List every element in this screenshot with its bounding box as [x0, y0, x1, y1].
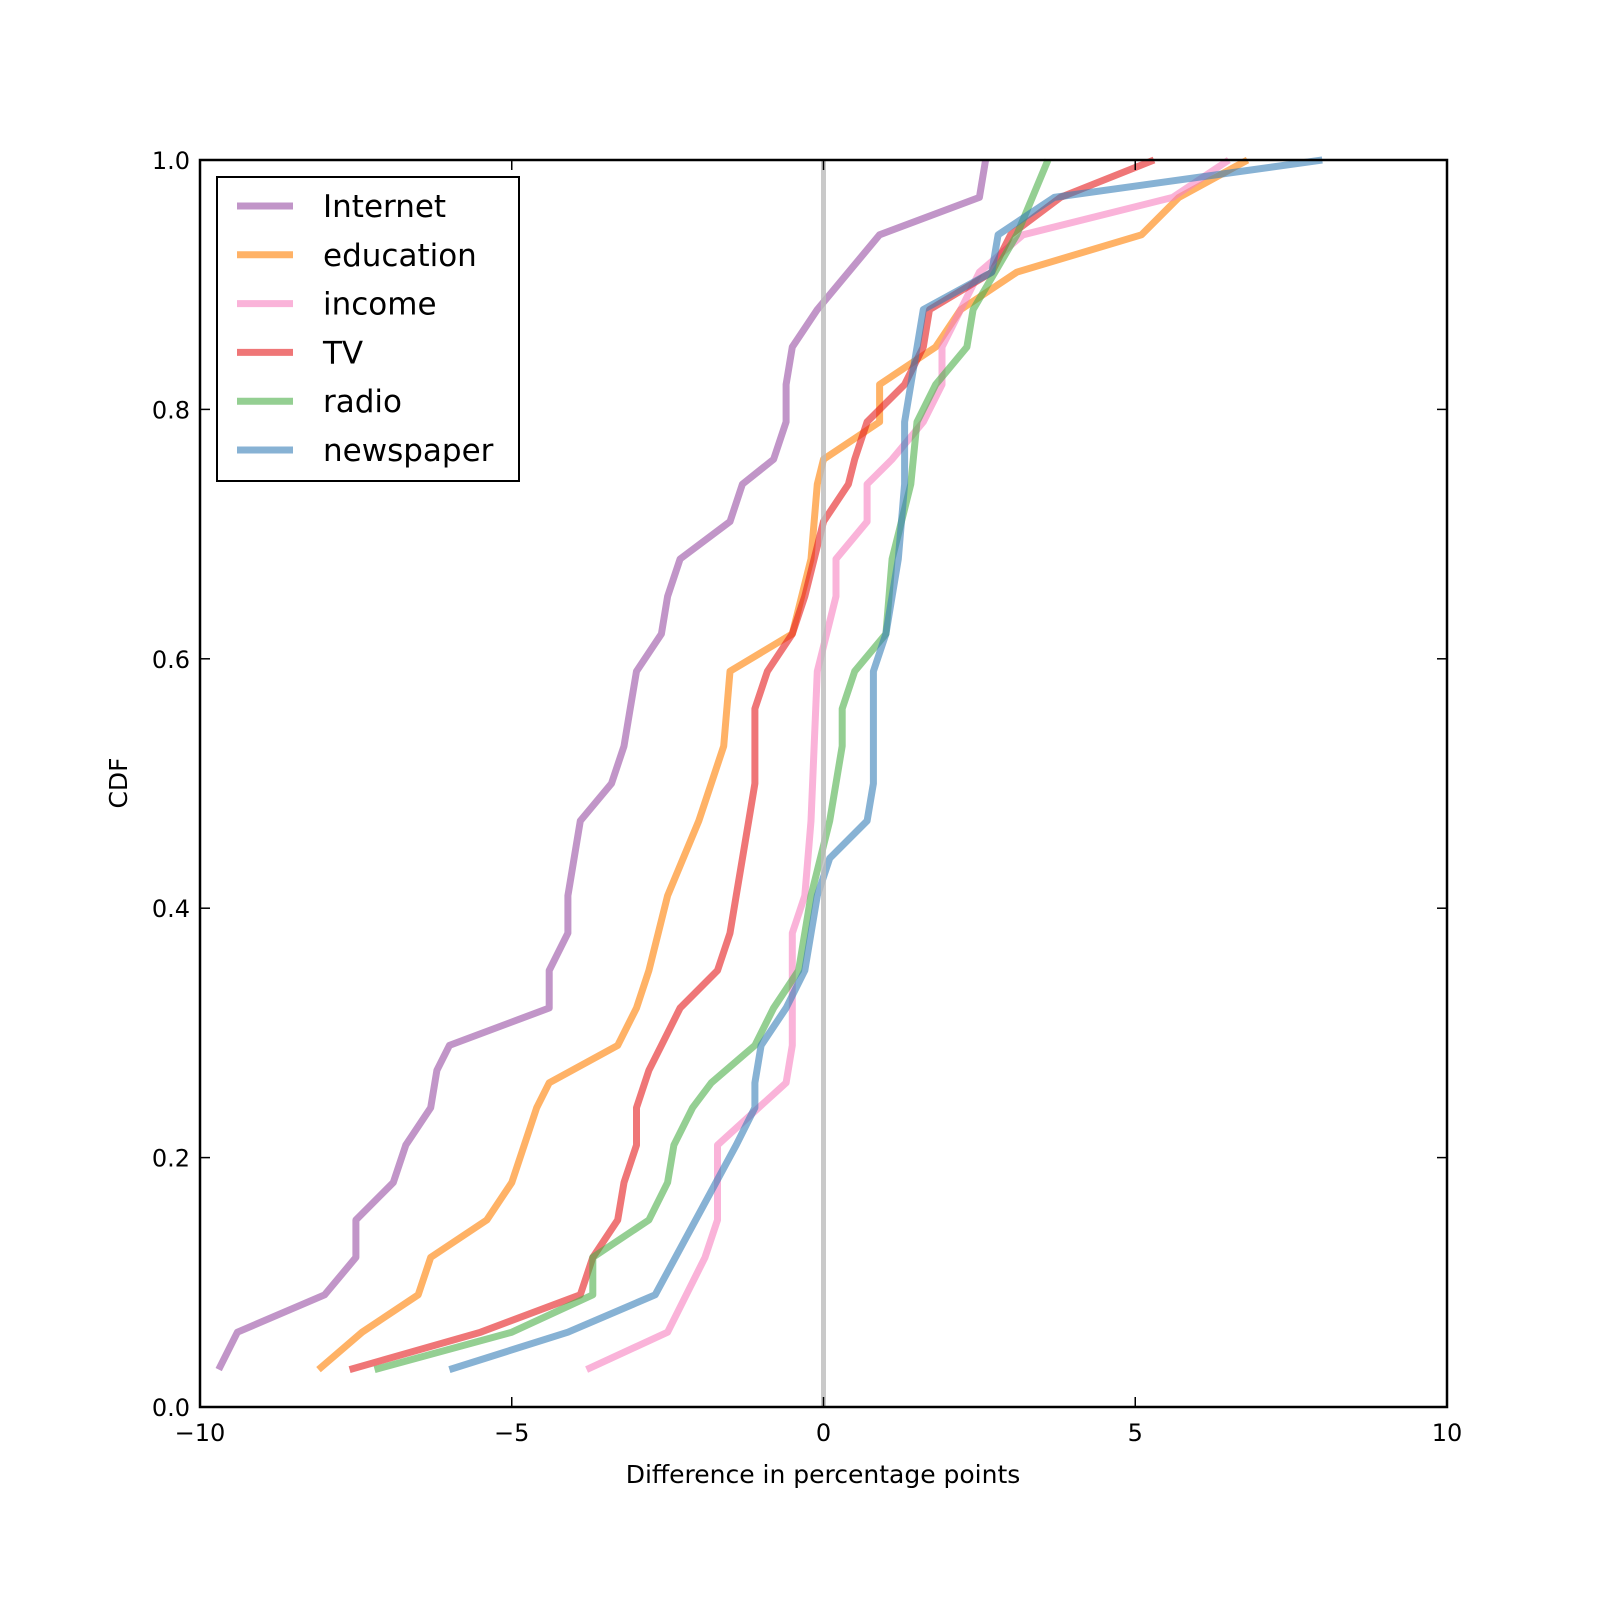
x-tick-label: 10 [1432, 1419, 1463, 1447]
y-tick-label: 1.0 [152, 147, 190, 175]
y-axis-label: CDF [104, 757, 133, 808]
series-line-internet [215, 159, 990, 1372]
series-line-tv [348, 156, 1156, 1373]
y-tick-label: 0.4 [152, 895, 190, 923]
series-line-radio [373, 158, 1052, 1373]
x-tick-label: 5 [1128, 1419, 1143, 1447]
legend-box [216, 176, 520, 482]
y-tick-label: 0.6 [152, 646, 190, 674]
legend: Internet education income TV radio newspaper [216, 176, 520, 482]
y-tick-label: 0.2 [152, 1145, 190, 1173]
y-tick-label: 0.8 [152, 396, 190, 424]
legend-label-internet: Internet [323, 189, 446, 225]
legend-label-radio: radio [323, 384, 402, 420]
x-tick-label: −10 [175, 1419, 226, 1447]
series-line-income [585, 157, 1231, 1373]
x-axis-label: Difference in percentage points [626, 1460, 1021, 1489]
series-layer [215, 156, 1323, 1373]
legend-label-education: education [323, 238, 477, 274]
legend-label-income: income [323, 287, 437, 323]
y-tick-label: 0.0 [152, 1394, 190, 1422]
x-tick-label: 0 [816, 1419, 831, 1447]
x-tick-label: −5 [494, 1419, 529, 1447]
legend-label-tv: TV [322, 335, 363, 371]
legend-label-newspaper: newspaper [323, 433, 494, 469]
tick-layer: −10 −5 0 5 10 0.0 0.2 0.4 0.6 0.8 1.0 [152, 147, 1462, 1447]
series-line-newspaper [448, 156, 1323, 1373]
